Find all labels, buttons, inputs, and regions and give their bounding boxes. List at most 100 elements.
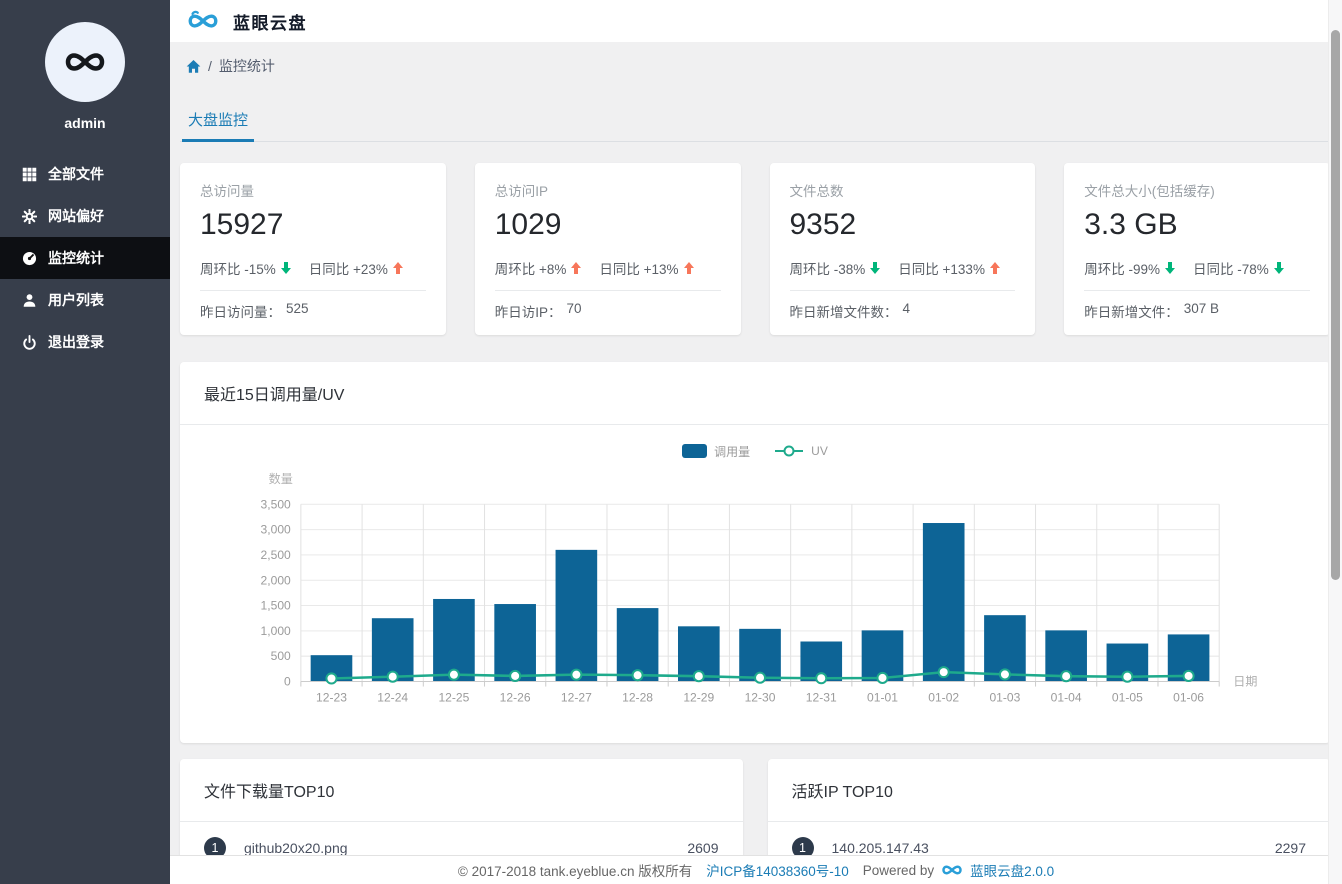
x-tick-label: 01-06 bbox=[1173, 691, 1204, 705]
infinity-logo-icon bbox=[65, 53, 105, 71]
stat-card-trends: 周环比 -38% 日同比 +133% bbox=[790, 258, 1016, 278]
legend-item-调用量[interactable]: 调用量 bbox=[682, 443, 750, 460]
stat-card-footer: 昨日新增文件： 307 B bbox=[1084, 301, 1220, 320]
y-tick-label: 2,500 bbox=[261, 548, 292, 562]
user-icon bbox=[22, 293, 37, 308]
stat-card-label: 文件总数 bbox=[789, 184, 844, 199]
stat-card-label: 文件总大小(包括缓存) bbox=[1084, 184, 1215, 199]
stat-card-footer: 昨日新增文件数： 4 bbox=[789, 301, 911, 320]
legend-item-UV[interactable]: UV bbox=[774, 444, 828, 458]
x-tick-label: 01-04 bbox=[1051, 691, 1082, 705]
sidebar-item-3[interactable]: 用户列表 bbox=[0, 279, 170, 321]
main-content: / 监控统计 大盘监控 总访问量 15927 周环比 -15% 日同比 +23% 昨日访… bbox=[170, 56, 1342, 884]
home-icon[interactable] bbox=[186, 59, 201, 74]
arrow-up-icon bbox=[392, 262, 403, 274]
chart-panel: 最近15日调用量/UV 调用量 UV 0 500 1,000 1,500 2,000 2,5… bbox=[180, 362, 1330, 743]
uv-chart[interactable]: 0 500 1,000 1,500 2,000 2,500 3,000 3,500 12-23 1… bbox=[180, 463, 1330, 737]
x-tick-label: 12-23 bbox=[316, 691, 347, 705]
bar bbox=[494, 604, 536, 682]
tab-bar: 大盘监控 bbox=[180, 109, 1330, 142]
breadcrumb: / 监控统计 bbox=[186, 56, 1330, 76]
bar bbox=[922, 523, 965, 682]
stat-card-value: 3.3 GB bbox=[1084, 208, 1178, 241]
arrow-up-icon bbox=[989, 262, 1000, 274]
sidebar-item-1[interactable]: 网站偏好 bbox=[0, 195, 170, 237]
sidebar: admin 全部文件网站偏好监控统计用户列表退出登录 bbox=[0, 0, 170, 884]
stat-card-label: 总访问量 bbox=[200, 184, 254, 199]
uv-point bbox=[1182, 669, 1195, 682]
scrollbar[interactable] bbox=[1328, 0, 1342, 884]
stat-card-2: 文件总数 9352 周环比 -38% 日同比 +133% 昨日新增文件数： 4 bbox=[769, 163, 1036, 335]
sidebar-item-0[interactable]: 全部文件 bbox=[0, 153, 170, 195]
dashboard-icon bbox=[22, 251, 37, 266]
uv-point bbox=[937, 666, 950, 679]
stat-card-trends: 周环比 -15% 日同比 +23% bbox=[200, 258, 426, 278]
product-link[interactable]: 蓝眼云盘2.0.0 bbox=[970, 864, 1055, 879]
uv-point bbox=[509, 669, 522, 682]
x-tick-label: 12-25 bbox=[438, 691, 469, 705]
rank-badge: 1 bbox=[791, 836, 814, 859]
breadcrumb-current: 监控统计 bbox=[218, 58, 275, 74]
stat-card-footer: 昨日访问量： 525 bbox=[200, 301, 309, 320]
trend-周环比: 周环比 +8% bbox=[495, 258, 582, 278]
uv-point bbox=[815, 672, 828, 685]
chart-title: 最近15日调用量/UV bbox=[180, 362, 1330, 425]
trend-周环比: 周环比 -38% bbox=[790, 258, 881, 278]
arrow-down-icon bbox=[1273, 262, 1284, 274]
top-list-title: 文件下载量TOP10 bbox=[180, 759, 743, 822]
footer: © 2017-2018 tank.eyeblue.cn 版权所有 沪ICP备14… bbox=[170, 855, 1342, 884]
chart-legend: 调用量 UV bbox=[180, 439, 1330, 463]
gear-icon bbox=[22, 208, 37, 224]
sidebar-item-label: 监控统计 bbox=[48, 250, 104, 266]
rank-badge: 1 bbox=[204, 836, 226, 859]
trend-周环比: 周环比 -99% bbox=[1084, 258, 1176, 278]
uv-point bbox=[692, 670, 705, 683]
legend-bar-icon bbox=[682, 444, 708, 458]
app-header: 蓝眼云盘 bbox=[170, 0, 1342, 42]
x-tick-label: 01-01 bbox=[867, 691, 898, 705]
top-list-rows: 1 github20x20.png 2609 bbox=[180, 822, 743, 874]
legend-line-icon bbox=[774, 444, 804, 458]
trend-周环比: 周环比 -15% bbox=[200, 258, 291, 278]
sidebar-item-4[interactable]: 退出登录 bbox=[0, 321, 170, 363]
uv-point bbox=[325, 672, 338, 685]
top-list-title: 活跃IP TOP10 bbox=[767, 759, 1330, 822]
uv-point bbox=[1060, 670, 1073, 683]
username: admin bbox=[64, 115, 106, 131]
y-tick-label: 2,000 bbox=[261, 573, 292, 587]
legend-label: 调用量 bbox=[714, 444, 751, 459]
y-tick-label: 3,000 bbox=[261, 523, 292, 537]
stat-card-0: 总访问量 15927 周环比 -15% 日同比 +23% 昨日访问量： 525 bbox=[180, 163, 446, 335]
legend-label: UV bbox=[811, 444, 828, 458]
uv-point bbox=[447, 668, 460, 681]
stat-card-divider bbox=[200, 290, 426, 291]
x-tick-label: 12-31 bbox=[806, 691, 837, 705]
y-tick-label: 500 bbox=[271, 649, 291, 663]
sidebar-nav: 全部文件网站偏好监控统计用户列表退出登录 bbox=[0, 153, 170, 363]
trend-日同比: 日同比 -78% bbox=[1193, 258, 1284, 278]
scrollbar-thumb[interactable] bbox=[1331, 30, 1340, 580]
stat-card-1: 总访问IP 1029 周环比 +8% 日同比 +13% 昨日访IP： 70 bbox=[474, 163, 741, 335]
tab-dashboard-monitor[interactable]: 大盘监控 bbox=[182, 109, 255, 142]
sidebar-item-2[interactable]: 监控统计 bbox=[0, 237, 170, 279]
copyright-text: © 2017-2018 tank.eyeblue.cn 版权所有 bbox=[457, 864, 693, 879]
sidebar-item-label: 用户列表 bbox=[48, 292, 104, 308]
grid-icon bbox=[22, 167, 37, 182]
x-tick-label: 12-29 bbox=[683, 691, 714, 705]
power-icon bbox=[22, 334, 37, 350]
arrow-down-icon bbox=[280, 262, 291, 274]
avatar[interactable] bbox=[45, 22, 125, 102]
sidebar-item-label: 全部文件 bbox=[48, 166, 104, 182]
powered-by-label: Powered by bbox=[862, 862, 935, 878]
stat-card-trends: 周环比 -99% 日同比 -78% bbox=[1084, 258, 1310, 278]
top-list-rows: 1 140.205.147.43 2297 bbox=[768, 822, 1331, 874]
list-item: 1 140.205.147.43 2297 bbox=[768, 822, 1331, 874]
x-tick-label: 12-27 bbox=[561, 691, 592, 705]
list-item-label: github20x20.png bbox=[244, 839, 348, 856]
icp-link[interactable]: 沪ICP备14038360号-10 bbox=[706, 864, 849, 879]
list-item-value: 2297 bbox=[1274, 839, 1306, 856]
x-axis-name: 日期 bbox=[1233, 675, 1257, 689]
list-item: 1 github20x20.png 2609 bbox=[180, 822, 743, 874]
sidebar-item-label: 网站偏好 bbox=[48, 208, 104, 224]
stat-card-value: 1029 bbox=[494, 208, 562, 241]
